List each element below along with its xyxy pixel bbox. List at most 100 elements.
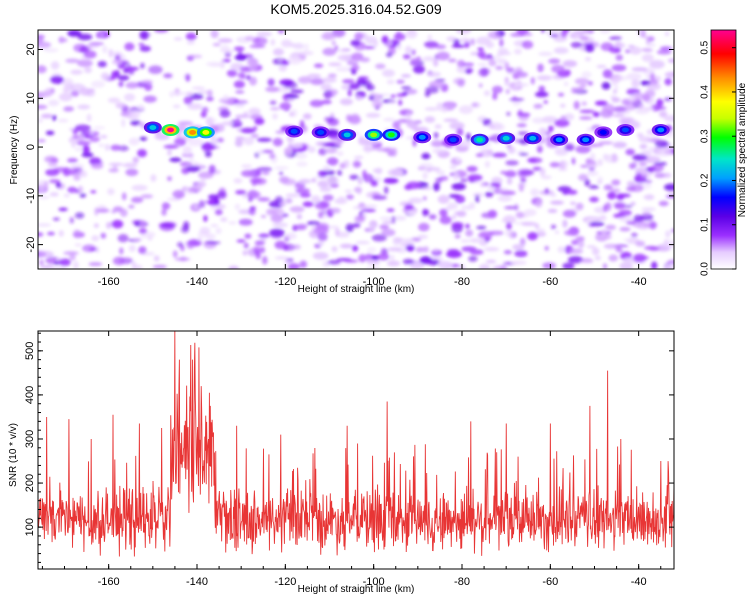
noise-cell	[334, 45, 339, 51]
noise-cell	[97, 60, 107, 68]
noise-cell	[413, 65, 425, 74]
noise-cell	[45, 169, 60, 176]
noise-cell	[549, 34, 559, 38]
noise-cell	[597, 159, 603, 166]
noise-cell	[394, 215, 407, 221]
noise-cell	[121, 118, 126, 128]
noise-cell	[299, 119, 305, 129]
noise-cell	[203, 239, 217, 249]
noise-cell	[241, 170, 256, 177]
noise-cell	[135, 264, 143, 269]
noise-cell	[405, 45, 412, 54]
noise-cell	[404, 204, 414, 211]
noise-cell	[404, 184, 413, 190]
noise-cell	[245, 35, 255, 41]
noise-cell	[235, 114, 251, 119]
noise-cell	[539, 127, 547, 134]
noise-cell	[54, 261, 60, 265]
signal-point	[657, 127, 665, 133]
noise-cell	[603, 243, 618, 249]
snr-plot	[38, 331, 674, 557]
noise-cell	[612, 106, 627, 113]
noise-cell	[235, 190, 247, 195]
noise-cell	[459, 178, 469, 183]
noise-cell	[650, 164, 664, 172]
noise-cell	[63, 251, 79, 255]
noise-cell	[468, 255, 478, 262]
noise-cell	[619, 261, 633, 269]
noise-cell	[57, 118, 69, 123]
noise-cell	[233, 100, 248, 105]
noise-cell	[117, 234, 129, 243]
noise-cell	[223, 94, 229, 102]
noise-cell	[598, 141, 614, 145]
noise-cell	[478, 83, 483, 88]
noise-cell	[233, 80, 245, 89]
noise-cell	[244, 233, 252, 239]
noise-cell	[284, 94, 300, 99]
noise-cell	[321, 32, 336, 41]
noise-cell	[633, 214, 644, 223]
colorbar-tick-label: 0.0	[700, 262, 711, 276]
noise-cell	[640, 213, 654, 221]
noise-cell	[466, 132, 471, 142]
noise-cell	[342, 79, 355, 84]
noise-cell	[477, 68, 489, 77]
noise-cell	[407, 210, 417, 216]
noise-cell	[38, 91, 52, 98]
noise-cell	[234, 54, 247, 61]
snr-series-line	[38, 331, 674, 557]
noise-cell	[398, 99, 403, 106]
noise-cell	[331, 40, 336, 46]
noise-cell	[351, 64, 360, 72]
noise-cell	[337, 169, 342, 176]
noise-cell	[311, 178, 317, 183]
noise-cell	[131, 184, 148, 191]
noise-cell	[200, 111, 207, 118]
noise-cell	[504, 76, 509, 84]
noise-cell	[516, 123, 527, 128]
noise-cell	[506, 112, 511, 116]
noise-cell	[530, 77, 535, 85]
noise-cell	[562, 60, 578, 68]
noise-cell	[314, 175, 330, 180]
noise-cell	[560, 115, 567, 121]
noise-cell	[514, 48, 522, 55]
noise-cell	[292, 244, 301, 250]
noise-cell	[642, 48, 654, 53]
noise-cell	[477, 63, 488, 67]
noise-cell	[95, 246, 100, 254]
noise-cell	[278, 58, 283, 63]
noise-cell	[484, 160, 491, 168]
noise-cell	[132, 156, 139, 164]
noise-cell	[211, 137, 219, 146]
noise-cell	[313, 227, 329, 235]
noise-cell	[311, 195, 321, 203]
noise-cell	[433, 131, 439, 139]
noise-cell	[65, 58, 80, 63]
noise-cell	[435, 44, 447, 50]
noise-cell	[49, 192, 59, 197]
noise-cell	[670, 228, 674, 233]
y-tick-label: 10	[25, 92, 37, 104]
noise-cell	[657, 148, 672, 157]
noise-cell	[84, 66, 92, 74]
noise-cell	[130, 110, 141, 117]
y-tick-label: 100	[24, 518, 36, 536]
noise-cell	[411, 49, 416, 56]
noise-cell	[288, 112, 295, 117]
noise-cell	[388, 100, 397, 104]
noise-cell	[379, 224, 390, 230]
noise-cell	[641, 211, 652, 216]
noise-cell	[557, 186, 572, 192]
noise-cell	[69, 217, 75, 224]
noise-cell	[201, 142, 216, 151]
noise-cell	[514, 250, 528, 258]
signal-point	[582, 137, 590, 143]
noise-cell	[104, 143, 110, 151]
noise-cell	[346, 194, 354, 200]
noise-cell	[594, 100, 608, 106]
noise-cell	[183, 96, 193, 105]
noise-cell	[290, 89, 304, 94]
noise-cell	[505, 229, 510, 237]
